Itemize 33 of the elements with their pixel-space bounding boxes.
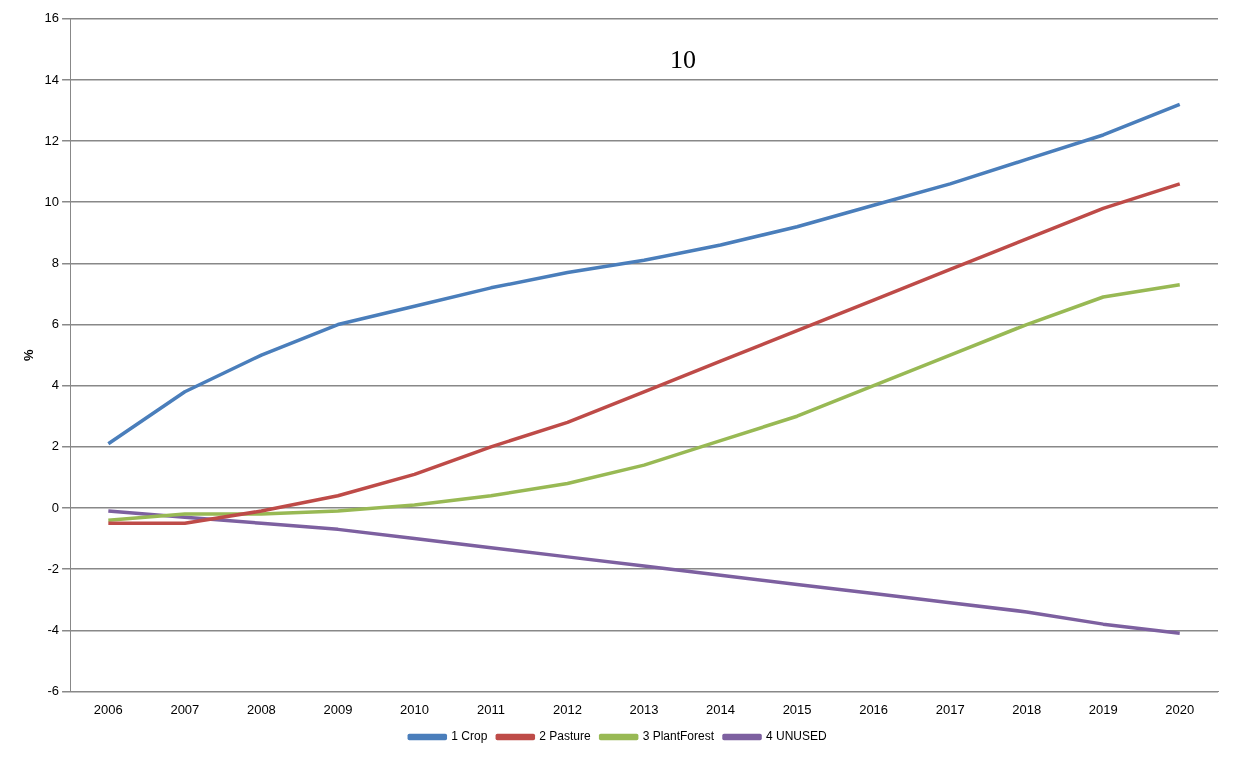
annotation: 10: [670, 44, 696, 74]
legend-label: 3 PlantForest: [642, 729, 715, 744]
y-tick-label: 12: [44, 132, 60, 148]
y-tick-label: 2: [51, 438, 60, 454]
x-tick-label: 2015: [782, 701, 812, 717]
y-tick-label: 4: [51, 377, 60, 393]
y-tick-label: 14: [44, 71, 60, 87]
y-tick-label: 6: [51, 316, 60, 332]
x-tick-label: 2016: [859, 701, 889, 717]
x-tick-label: 2013: [629, 701, 659, 717]
legend-label: 2 Pasture: [539, 729, 591, 744]
x-tick-label: 2008: [246, 701, 276, 717]
y-tick-label: 8: [51, 254, 60, 270]
x-tick-label: 2019: [1088, 701, 1118, 717]
y-tick-label: -4: [47, 621, 60, 637]
x-tick-label: 2012: [553, 701, 582, 717]
x-tick-label: 2006: [93, 701, 123, 717]
x-tick-label: 2017: [935, 701, 965, 717]
y-tick-label: 16: [44, 10, 60, 26]
y-axis-title: %: [21, 348, 37, 361]
legend-label: 4 UNUSED: [766, 729, 828, 744]
y-tick-label: -6: [47, 682, 60, 698]
y-tick-label: 10: [44, 193, 60, 209]
y-tick-label: -2: [47, 560, 60, 576]
x-tick-label: 2014: [706, 701, 736, 717]
x-tick-label: 2009: [323, 701, 353, 717]
x-tick-label: 2018: [1012, 701, 1042, 717]
x-tick-label: 2020: [1165, 701, 1195, 717]
y-tick-label: 0: [51, 499, 60, 515]
x-tick-label: 2010: [399, 701, 429, 717]
x-tick-label: 2007: [170, 701, 200, 717]
legend-label: 1 Crop: [451, 729, 488, 744]
x-tick-label: 2011: [476, 701, 505, 717]
